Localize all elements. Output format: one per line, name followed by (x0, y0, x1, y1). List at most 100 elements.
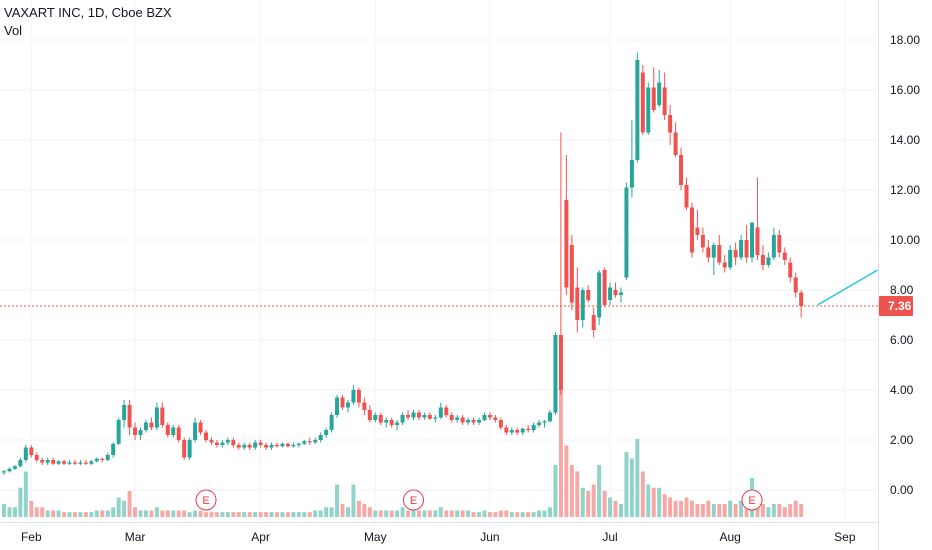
volume-bar (236, 512, 241, 517)
volume-bar (613, 500, 618, 517)
volume-bars (2, 387, 804, 517)
volume-bar (416, 510, 421, 517)
candle-body (100, 458, 105, 460)
volume-bar (793, 500, 798, 517)
volume-bar (526, 512, 531, 517)
price-tick-label: 12.00 (890, 183, 920, 197)
candle-body (209, 440, 214, 443)
time-axis[interactable]: Feb Mar Apr May Jun Jul Aug Sep (21, 530, 856, 544)
volume-bar (345, 507, 350, 517)
volume-bar (83, 512, 88, 517)
volume-bar (542, 510, 547, 517)
candle-body (269, 445, 274, 448)
volume-bar (597, 465, 602, 517)
volume-bar (657, 487, 662, 517)
price-tick-label: 18.00 (890, 33, 920, 47)
volume-bar (586, 491, 591, 517)
earnings-marker-label: E (410, 495, 417, 507)
candle-body (231, 440, 236, 445)
last-price-tag (879, 296, 913, 316)
price-candles (2, 52, 804, 475)
price-tick-label: 14.00 (890, 133, 920, 147)
volume-bar (520, 512, 525, 517)
volume-bar (138, 510, 143, 517)
volume-bar (72, 512, 77, 517)
candle-body (777, 235, 782, 253)
volume-bar (116, 497, 121, 517)
candle-body (378, 415, 383, 423)
candle-body (553, 335, 558, 413)
volume-bar (23, 471, 28, 517)
grid-lines (0, 0, 879, 550)
candle-body (18, 460, 23, 467)
volume-bar (193, 510, 198, 517)
volume-bar (253, 512, 258, 517)
volume-bar (689, 500, 694, 517)
time-tick-label: Jul (602, 530, 617, 544)
candle-body (487, 415, 492, 418)
candle-body (416, 412, 421, 418)
candle-body (324, 430, 329, 435)
price-axis[interactable]: 18.00 16.00 14.00 12.00 10.00 8.00 6.00 4.00 2.0… (879, 33, 920, 497)
volume-bar (733, 504, 738, 517)
volume-bar (220, 512, 225, 517)
candle-body (733, 250, 738, 258)
candle-body (111, 443, 116, 455)
volume-bar (7, 507, 12, 517)
volume-label[interactable]: Vol (4, 23, 23, 38)
candle-body (280, 443, 285, 447)
candle-body (160, 407, 165, 425)
volume-bar (389, 510, 394, 517)
candle-body (668, 115, 673, 133)
candle-body (679, 155, 684, 185)
candle-body (176, 427, 181, 440)
candle-body (695, 227, 700, 235)
volume-bar (100, 510, 105, 517)
candle-body (138, 430, 143, 435)
volume-bar (280, 512, 285, 517)
volume-bar (471, 512, 476, 517)
candle-body (275, 445, 279, 447)
candle-body (482, 415, 487, 420)
candle-body (548, 412, 552, 422)
volume-bar (640, 471, 645, 517)
candle-body (51, 460, 56, 464)
candle-body (684, 185, 689, 208)
volume-bar (580, 487, 585, 517)
volume-bar (651, 487, 656, 517)
volume-bar (214, 512, 219, 517)
candle-body (608, 287, 613, 300)
volume-bar (766, 507, 771, 517)
volume-bar (722, 504, 727, 517)
volume-bar (258, 512, 263, 517)
candle-body (575, 287, 580, 320)
candle-body (122, 405, 127, 420)
volume-bar (34, 507, 39, 517)
volume-bar (160, 510, 165, 517)
candle-body (116, 420, 121, 444)
candle-body (362, 402, 367, 410)
volume-bar (487, 512, 492, 517)
volume-bar (122, 500, 127, 517)
volume-bar (395, 510, 400, 517)
candle-body (7, 468, 12, 472)
volume-bar (433, 510, 438, 517)
volume-bar (509, 512, 514, 517)
volume-bar (242, 512, 247, 517)
candle-body (542, 421, 547, 423)
candle-body (586, 290, 591, 300)
candle-body (296, 443, 301, 445)
volume-bar (78, 512, 83, 517)
volume-bar (231, 512, 236, 517)
volume-bar (624, 452, 629, 517)
volume-bar (504, 510, 509, 517)
volume-bar (351, 484, 356, 517)
candle-body (94, 458, 99, 462)
candle-body (739, 240, 744, 258)
candle-body (133, 427, 138, 435)
symbol-title[interactable]: VAXART INC, 1D, Cboe BZX (4, 5, 172, 20)
volume-bar (154, 507, 159, 517)
volume-bar (367, 507, 372, 517)
